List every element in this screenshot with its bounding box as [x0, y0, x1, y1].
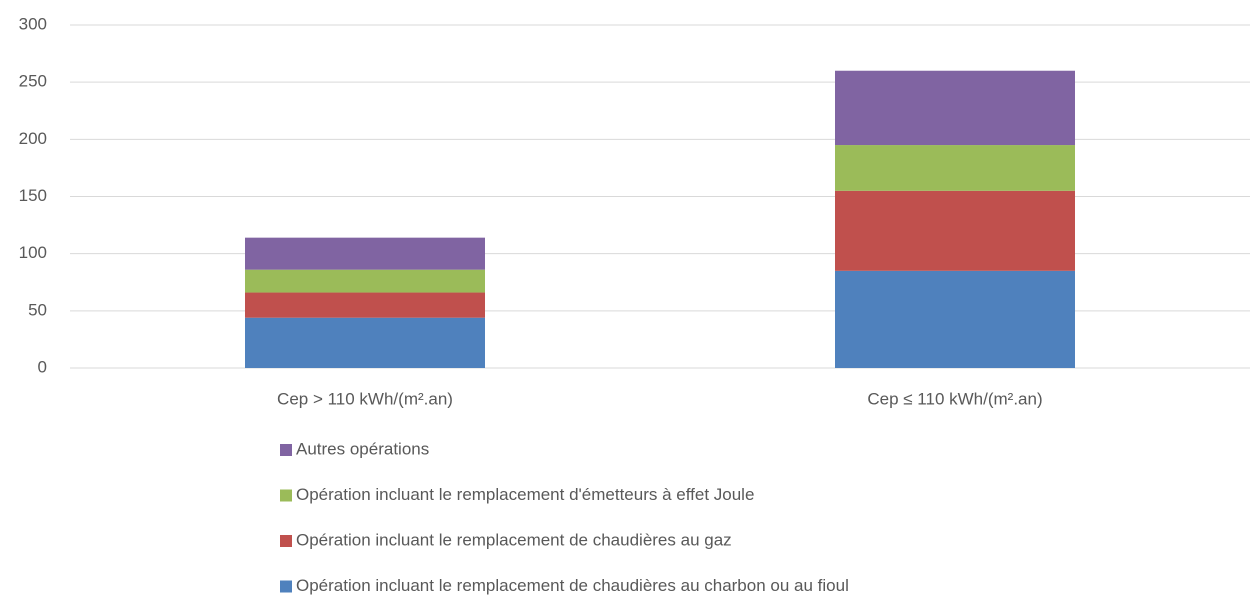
legend-swatch	[280, 580, 292, 593]
legend-swatch	[280, 489, 292, 502]
y-tick-label: 0	[38, 357, 47, 376]
y-tick-label: 200	[19, 129, 47, 148]
legend-label: Opération incluant le remplacement de ch…	[296, 530, 732, 549]
y-tick-label: 100	[19, 243, 47, 262]
legend-swatch	[280, 535, 292, 547]
bar-segment	[245, 317, 485, 368]
legend-label: Opération incluant le remplacement d'éme…	[296, 485, 754, 504]
y-tick-label: 150	[19, 186, 47, 205]
legend-swatch	[280, 444, 292, 456]
bar-segment	[835, 190, 1075, 271]
bar-segment	[245, 292, 485, 318]
bar-segment	[835, 270, 1075, 368]
y-tick-label: 300	[19, 14, 47, 33]
x-tick-label: Cep ≤ 110 kWh/(m².an)	[867, 389, 1042, 408]
legend-label: Autres opérations	[296, 439, 429, 458]
bar-segment	[835, 70, 1075, 146]
x-tick-label: Cep > 110 kWh/(m².an)	[277, 389, 453, 408]
bar-segment	[835, 145, 1075, 191]
legend-label: Opération incluant le remplacement de ch…	[296, 576, 849, 595]
y-tick-label: 50	[28, 300, 47, 319]
bar-segment	[245, 237, 485, 270]
bar-segment	[245, 269, 485, 293]
y-tick-label: 250	[19, 72, 47, 91]
